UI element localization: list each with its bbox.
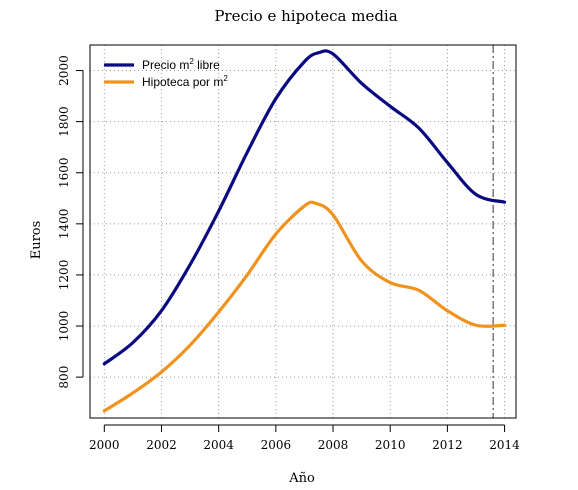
plot-frame [89,44,517,419]
y-tick-label: 1600 [57,157,71,188]
series-group [102,49,507,413]
series-line-0 [102,49,507,366]
x-tick-label: 2000 [89,438,120,452]
x-tick-label: 2004 [203,438,234,452]
x-axis: 2000 2002 2004 2006 2008 2010 2012 2014 [89,424,520,452]
x-axis-label: Año [288,471,315,486]
series-line-1 [102,200,507,413]
x-tick-label: 2002 [146,438,177,452]
legend-label: Precio m2 libre [142,57,220,72]
y-axis: 800 1000 1200 1400 1600 1800 2000 [57,55,84,389]
y-axis-label: Euros [29,221,44,260]
legend-label: Hipoteca por m2 [142,74,228,89]
x-tick-label: 2012 [432,438,463,452]
y-tick-label: 1800 [57,106,71,137]
y-tick-label: 800 [57,366,71,389]
x-tick-label: 2008 [318,438,349,452]
y-tick-label: 1000 [57,311,71,342]
x-tick-label: 2006 [261,438,292,452]
grid [90,45,516,418]
y-tick-label: 1200 [57,260,71,291]
y-tick-label: 1400 [57,209,71,240]
x-tick-label: 2014 [489,438,520,452]
legend: Precio m2 libre Hipoteca por m2 [104,57,228,89]
chart-title: Precio e hipoteca media [214,7,397,25]
y-tick-label: 2000 [57,55,71,86]
x-tick-label: 2010 [375,438,406,452]
